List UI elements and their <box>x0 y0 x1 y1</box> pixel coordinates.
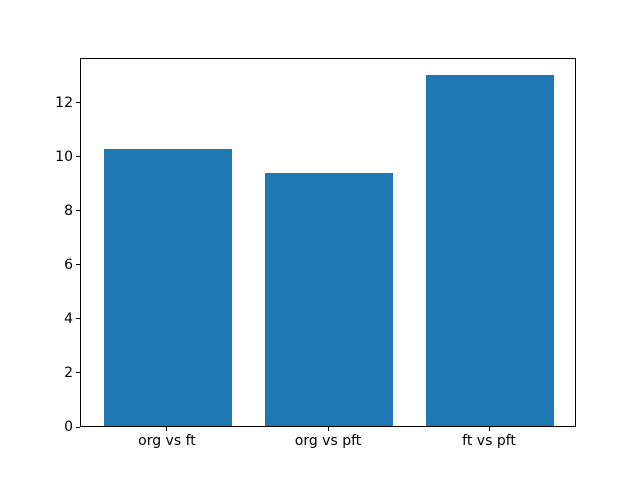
y-tick-mark <box>76 210 80 212</box>
y-tick-label: 2 <box>64 364 73 381</box>
y-tick-mark <box>76 102 80 104</box>
y-tick-mark <box>76 426 80 428</box>
y-tick-label: 10 <box>55 148 73 165</box>
x-tick-mark <box>327 427 329 431</box>
y-tick-label: 4 <box>64 310 73 327</box>
y-tick-mark <box>76 156 80 158</box>
y-tick-mark <box>76 264 80 266</box>
x-tick-mark <box>166 427 168 431</box>
y-tick-label: 6 <box>64 256 73 273</box>
y-tick-mark <box>76 372 80 374</box>
x-tick-label-org-vs-pft: org vs pft <box>294 433 362 449</box>
x-tick-label-ft-vs-pft: ft vs pft <box>462 433 516 449</box>
bar-ft-vs-pft <box>425 74 555 426</box>
y-tick-label: 8 <box>64 202 73 219</box>
x-tick-label-org-vs-ft: org vs ft <box>138 433 196 449</box>
bar-org-vs-pft <box>264 173 394 426</box>
x-tick-mark <box>488 427 490 431</box>
y-tick-label: 0 <box>64 419 73 435</box>
plot-area <box>80 58 576 427</box>
y-tick-mark <box>76 318 80 320</box>
y-tick-label: 12 <box>55 94 73 111</box>
bar-org-vs-ft <box>103 148 233 426</box>
